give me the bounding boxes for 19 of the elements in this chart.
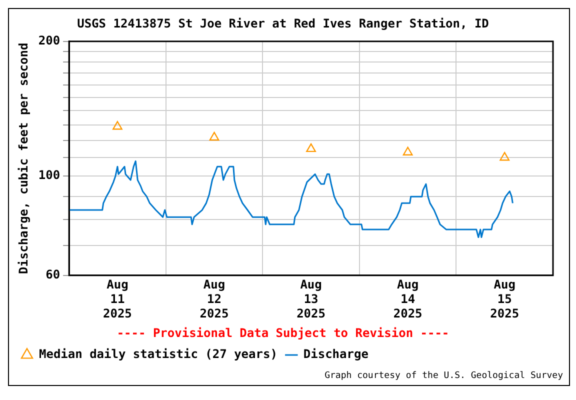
point: [209, 132, 220, 141]
point: [500, 152, 510, 161]
y-tick-label: 60: [46, 268, 60, 282]
point: [402, 146, 413, 156]
x-tick-label: Aug 13 2025: [296, 278, 326, 321]
legend-label: Discharge: [303, 347, 368, 362]
legend-label: Median daily statistic (27 years): [39, 347, 278, 362]
text: Graph courtesy of the U.S. Geological Survey: [324, 371, 564, 383]
point: [306, 143, 316, 152]
x-tick-label: Aug 15 2025: [490, 278, 520, 321]
x-tick-label: Aug 14 2025: [393, 278, 422, 321]
y-tick-label: 200: [38, 34, 60, 48]
x-tick-label: Aug 12 2025: [200, 278, 229, 321]
text: ---- Provisional Data Subject to Revision ----: [116, 326, 450, 340]
y-tick-label: 100: [38, 168, 60, 182]
y-axis-title: Discharge, cubic feet per second: [16, 42, 30, 274]
x-tick-label: Aug 11 2025: [103, 278, 132, 321]
point: [112, 121, 122, 130]
chart-title: USGS 12413875 St Joe River at Red Ives Ranger Station, ID: [77, 16, 489, 30]
